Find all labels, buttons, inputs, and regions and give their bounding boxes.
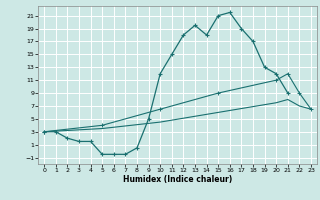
X-axis label: Humidex (Indice chaleur): Humidex (Indice chaleur) — [123, 175, 232, 184]
